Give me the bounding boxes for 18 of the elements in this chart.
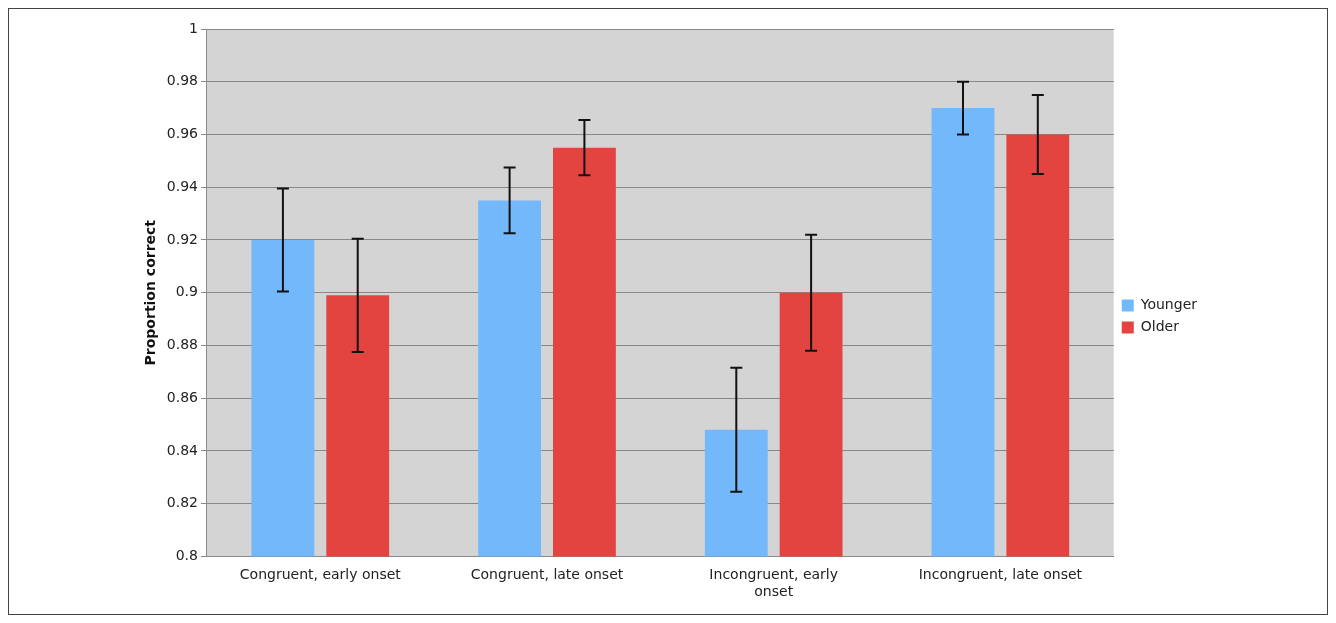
y-tick-label: 0.96 — [166, 125, 199, 142]
x-tick-label: Incongruent, late onset — [918, 566, 1083, 583]
y-tick-label: 1 — [189, 19, 198, 36]
x-tick-label: Incongruent, early onset — [709, 566, 839, 600]
y-tick-label: 0.82 — [166, 494, 198, 511]
y-tick-label: 0.88 — [166, 336, 198, 353]
x-tick-label: Congruent, early onset — [239, 566, 402, 583]
legend-label: Younger — [1139, 296, 1198, 313]
y-tick-label: 0.8 — [175, 547, 198, 564]
y-tick-label: 0.92 — [166, 230, 198, 247]
x-tick-label: Congruent, late onset — [470, 566, 624, 583]
y-tick-label: 0.98 — [166, 72, 198, 89]
y-tick-label: 0.94 — [166, 177, 199, 194]
y-tick-label: 0.84 — [166, 441, 199, 458]
legend-label: Older — [1140, 318, 1180, 335]
y-axis-title: Proportion correct — [142, 219, 159, 366]
y-tick-label: 0.86 — [166, 388, 199, 405]
y-tick-label: 0.9 — [175, 283, 198, 300]
